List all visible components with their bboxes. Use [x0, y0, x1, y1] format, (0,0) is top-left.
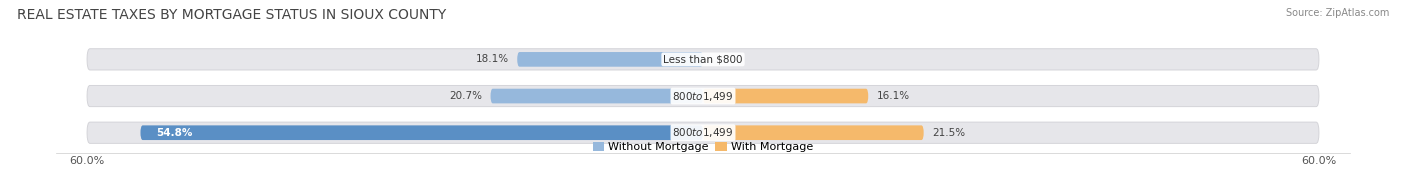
- FancyBboxPatch shape: [141, 125, 703, 140]
- FancyBboxPatch shape: [87, 85, 1319, 107]
- Text: Less than $800: Less than $800: [664, 54, 742, 64]
- FancyBboxPatch shape: [87, 122, 1319, 143]
- Text: REAL ESTATE TAXES BY MORTGAGE STATUS IN SIOUX COUNTY: REAL ESTATE TAXES BY MORTGAGE STATUS IN …: [17, 8, 446, 22]
- Text: 21.5%: 21.5%: [932, 128, 965, 138]
- FancyBboxPatch shape: [703, 125, 924, 140]
- Text: Source: ZipAtlas.com: Source: ZipAtlas.com: [1285, 8, 1389, 18]
- Text: 18.1%: 18.1%: [475, 54, 509, 64]
- Text: $800 to $1,499: $800 to $1,499: [672, 90, 734, 103]
- FancyBboxPatch shape: [517, 52, 703, 67]
- FancyBboxPatch shape: [491, 89, 703, 103]
- FancyBboxPatch shape: [703, 89, 869, 103]
- Legend: Without Mortgage, With Mortgage: Without Mortgage, With Mortgage: [588, 137, 818, 156]
- Text: 16.1%: 16.1%: [876, 91, 910, 101]
- Text: 54.8%: 54.8%: [156, 128, 193, 138]
- Text: $800 to $1,499: $800 to $1,499: [672, 126, 734, 139]
- FancyBboxPatch shape: [87, 49, 1319, 70]
- Text: 20.7%: 20.7%: [450, 91, 482, 101]
